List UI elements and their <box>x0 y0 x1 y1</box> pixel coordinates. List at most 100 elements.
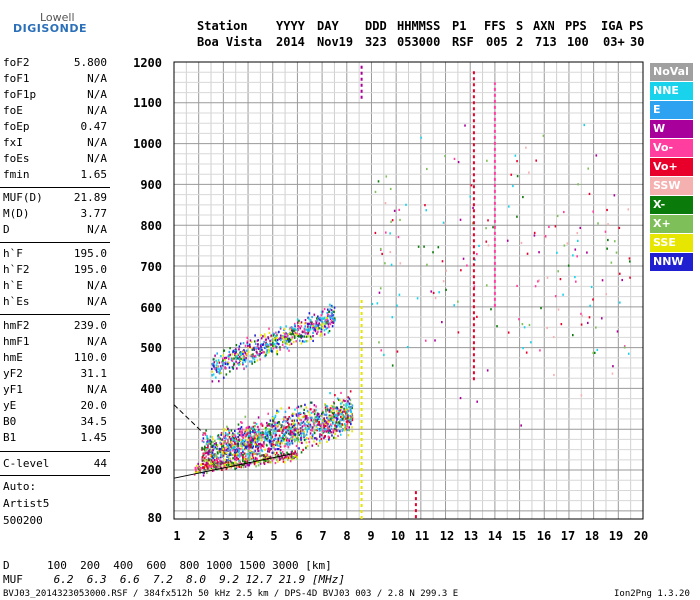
echo-point <box>264 435 267 438</box>
echo-point <box>538 251 540 254</box>
echo-point <box>298 319 300 322</box>
echo-point <box>216 456 218 459</box>
echo-point <box>432 291 435 295</box>
param-value: N/A <box>87 104 107 117</box>
echo-point <box>628 260 631 263</box>
echo-point <box>213 459 216 462</box>
echo-point <box>247 350 250 353</box>
echo-point <box>272 344 274 347</box>
echo-point <box>308 322 311 326</box>
echo-point <box>279 457 282 460</box>
echo-point <box>281 456 283 459</box>
echo-point <box>346 417 349 420</box>
echo-point <box>250 441 252 444</box>
trace-fit-line <box>173 404 204 434</box>
echo-point <box>216 362 218 365</box>
echo-point <box>233 362 236 366</box>
echo-point <box>271 343 273 346</box>
echo-point <box>225 467 228 471</box>
echo-point <box>227 427 229 430</box>
echo-point <box>239 342 242 345</box>
echo-point <box>294 436 297 439</box>
echo-point <box>273 417 276 420</box>
echo-point <box>219 439 221 442</box>
echo-point <box>296 437 298 440</box>
echo-point <box>286 456 289 460</box>
echo-point <box>299 418 301 421</box>
echo-point <box>324 419 326 423</box>
echo-point <box>321 326 324 330</box>
echo-point <box>243 367 245 370</box>
echo-point <box>289 326 292 329</box>
echo-point <box>619 301 621 304</box>
echo-point <box>234 434 236 437</box>
echo-point <box>312 410 314 414</box>
echo-point <box>310 401 313 404</box>
echo-point <box>219 459 221 462</box>
echo-point <box>224 431 227 435</box>
echo-point <box>283 416 285 419</box>
echo-point <box>270 348 273 351</box>
echo-point <box>278 338 280 341</box>
echo-point <box>253 431 256 434</box>
echo-point <box>473 285 476 288</box>
echo-point <box>211 435 213 439</box>
echo-point <box>309 425 311 428</box>
echo-point <box>270 444 273 448</box>
param-fof2: foF2 5.800 <box>3 56 107 72</box>
echo-point <box>241 436 244 439</box>
echo-point <box>274 434 277 437</box>
echo-point <box>225 356 228 359</box>
echo-point <box>377 180 380 183</box>
echo-point <box>223 462 225 465</box>
echo-point <box>314 410 316 413</box>
echo-point <box>525 146 527 149</box>
param-value: N/A <box>87 223 107 236</box>
echo-point <box>332 401 335 404</box>
echo-point <box>291 436 294 439</box>
param-name: yF1 <box>3 383 23 396</box>
echo-point <box>216 451 219 454</box>
echo-point <box>279 442 281 445</box>
echo-point <box>283 445 286 448</box>
echo-point <box>249 434 251 437</box>
echo-point <box>274 423 277 426</box>
y-tick-label: 500 <box>140 341 162 355</box>
echo-point <box>231 433 234 437</box>
echo-point <box>235 360 237 363</box>
echo-point <box>325 421 328 424</box>
echo-point <box>229 450 232 453</box>
echo-point <box>347 400 349 403</box>
echo-point <box>607 223 609 226</box>
param-he: h`E N/A <box>3 279 107 295</box>
echo-point <box>211 367 213 371</box>
echo-point <box>240 441 243 444</box>
echo-point <box>278 429 280 432</box>
echo-point <box>225 449 227 452</box>
echo-point <box>391 316 394 319</box>
echo-point <box>250 446 252 449</box>
echo-point <box>347 407 349 410</box>
echo-point <box>324 404 327 407</box>
echo-point <box>246 426 249 429</box>
echo-point <box>280 452 282 455</box>
echo-point <box>292 422 294 425</box>
echo-point <box>277 410 280 413</box>
echo-point <box>281 442 283 445</box>
echo-point <box>208 465 211 468</box>
echo-point <box>303 430 306 434</box>
echo-point <box>205 459 207 462</box>
echo-point <box>302 420 305 423</box>
echo-point <box>244 443 247 446</box>
echo-point <box>274 421 276 424</box>
header-label-iga: IGA <box>601 19 623 33</box>
echo-point <box>313 327 316 330</box>
echo-point <box>286 425 288 429</box>
echo-point <box>210 465 212 468</box>
echo-point <box>291 442 294 445</box>
echo-point <box>252 456 255 459</box>
echo-point <box>238 357 241 360</box>
echo-point <box>324 322 327 325</box>
echo-point <box>285 337 288 340</box>
echo-point <box>236 355 238 358</box>
